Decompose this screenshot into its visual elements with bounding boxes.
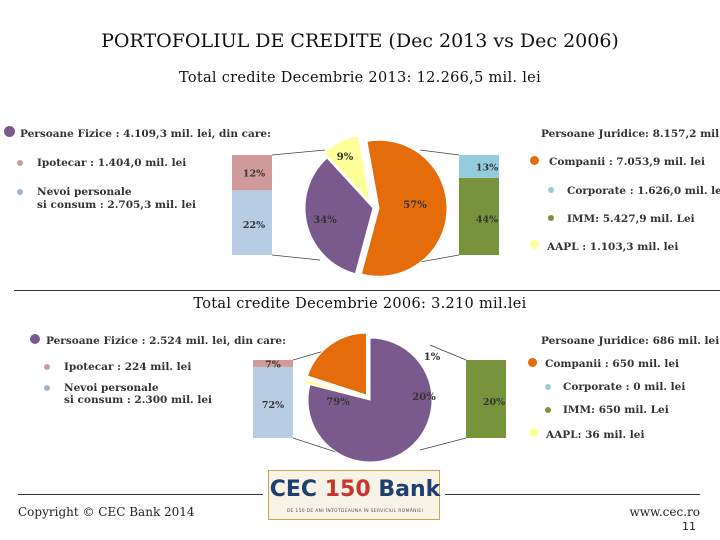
- footer-rule-left: [18, 494, 263, 495]
- right-bar-corporate-2013: [459, 155, 499, 178]
- legend-imm-2013: IMM: 5.427,9 mil. Lei: [567, 213, 695, 225]
- connector-line-2013-1: [271, 254, 321, 261]
- pie-label-persoane-fizice-2006: 79%: [326, 397, 350, 408]
- legend-companii-2013: Companii : 7.053,9 mil. lei: [549, 156, 705, 168]
- pie-slice-persoane-fizice-2006: [307, 337, 433, 463]
- legend-dot-nevoi-2006: [44, 385, 50, 391]
- legend-dot-pf-2006: [30, 334, 40, 344]
- pie-slice-aapl-2006: [303, 378, 365, 399]
- legend-dot-pf-2013: [4, 126, 15, 137]
- left-bar-label-nevoi-personale-si-consum-2013: 22%: [243, 220, 265, 231]
- pie-label-companii-2006: 20%: [412, 392, 436, 403]
- right-bar-imm-2006: [466, 360, 506, 438]
- legend-pf-header-2006: Persoane Fizice : 2.524 mil. lei, din ca…: [46, 335, 286, 347]
- page-title: PORTOFOLIUL DE CREDITE (Dec 2013 vs Dec …: [101, 30, 619, 52]
- footer-rule-right: [445, 494, 700, 495]
- legend-companii-2006: Companii : 650 mil. lei: [545, 358, 680, 370]
- legend-dot-corporate-2013: [548, 187, 554, 193]
- legend-nevoi-line2-2013: si consum : 2.705,3 mil. lei: [37, 199, 196, 211]
- left-bar-ipotecar-2013: [232, 155, 272, 191]
- cec-bank-logo: CEC 150 Bank DE 150 DE ANI ÎNTOTDEAUNA Î…: [268, 470, 440, 520]
- pie-slice-aapl-2013: [323, 135, 372, 205]
- legend-dot-aapl-2006: [529, 428, 538, 437]
- connector-line-2006-2: [429, 344, 467, 361]
- legend-ipotecar-2013: Ipotecar : 1.404,0 mil. lei: [37, 157, 187, 169]
- connector-line-2013-3: [419, 254, 460, 263]
- chart-2006-title: Total credite Decembrie 2006: 3.210 mil.…: [193, 296, 527, 312]
- right-bar-imm-2013: [459, 177, 499, 255]
- legend-nevoi-line2-2006: si consum : 2.300 mil. lei: [64, 394, 213, 406]
- pie-slice-persoane-fizice-2013: [304, 157, 374, 275]
- legend-aapl-2013: AAPL : 1.103,3 mil. lei: [547, 241, 679, 253]
- copyright: Copyright © CEC Bank 2014: [18, 505, 195, 519]
- legend-dot-corporate-2006: [545, 384, 551, 390]
- pie-label-aapl-2013: 9%: [337, 152, 354, 163]
- pie-label-companii-2013: 57%: [403, 200, 427, 211]
- logo-tagline: DE 150 DE ANI ÎNTOTDEAUNA ÎN SERVICIUL R…: [286, 509, 424, 514]
- legend-dot-ipotecar-2013: [17, 160, 23, 166]
- legend-corporate-2013: Corporate : 1.626,0 mil. lei: [567, 185, 720, 197]
- legend-ipotecar-2006: Ipotecar : 224 mil. lei: [64, 361, 192, 373]
- left-bar-nevoi-personale-si-consum-2006: [253, 366, 293, 438]
- legend-dot-companii-2013: [530, 156, 539, 165]
- legend-dot-companii-2006: [528, 358, 537, 367]
- left-bar-nevoi-personale-si-consum-2013: [232, 190, 272, 255]
- connector-line-2006-3: [419, 437, 467, 451]
- logo-text-150: 150: [324, 477, 371, 502]
- left-bar-label-nevoi-personale-si-consum-2006: 72%: [262, 400, 284, 411]
- legend-nevoi-line1-2013: Nevoi personale: [37, 186, 132, 198]
- legend-dot-imm-2006: [545, 407, 551, 413]
- legend-aapl-2006: AAPL: 36 mil. lei: [546, 429, 645, 441]
- legend-dot-nevoi-2013: [17, 189, 23, 195]
- left-bar-label-ipotecar-2013: 12%: [243, 169, 265, 180]
- legend-pj-header-2006: Persoane Juridice: 686 mil. lei: [541, 335, 720, 347]
- chart-2013-title: Total credite Decembrie 2013: 12.266,5 m…: [178, 70, 542, 86]
- left-bar-ipotecar-2006: [253, 360, 293, 367]
- legend-pf-header-2013: Persoane Fizice : 4.109,3 mil. lei, din …: [20, 128, 271, 140]
- legend-dot-aapl-2013: [530, 240, 539, 249]
- left-bar-label-ipotecar-2006: 7%: [265, 359, 281, 370]
- chart-group-2013: 34% 9% 57% 22% 12% 44% 13%: [232, 135, 499, 277]
- logo-text-bank: Bank: [378, 477, 441, 502]
- chart-group-2006: 79% 1% 20% 72% 7% 20%: [253, 332, 506, 463]
- pie-slice-companii-2013: [360, 139, 448, 277]
- legend-dot-imm-2013: [548, 215, 554, 221]
- section-divider: [14, 290, 720, 291]
- legend-nevoi-line1-2006: Nevoi personale: [64, 382, 159, 394]
- right-bar-label-imm-2006: 20%: [483, 397, 505, 408]
- pie-label-aapl-2006: 1%: [424, 352, 441, 363]
- connector-line-2013-0: [271, 149, 326, 156]
- legend-imm-2006: IMM: 650 mil. Lei: [563, 404, 669, 416]
- legend-pj-header-2013: Persoane Juridice: 8.157,2 mil. lei: [541, 128, 720, 140]
- right-bar-label-imm-2013: 44%: [476, 215, 498, 226]
- logo-text-cec: CEC: [269, 477, 318, 502]
- pie-slice-companii-2006: [306, 332, 367, 396]
- website-link[interactable]: www.cec.ro: [629, 505, 700, 519]
- pie-label-persoane-fizice-2013: 34%: [313, 215, 337, 226]
- right-bar-label-corporate-2013: 13%: [476, 162, 498, 173]
- legend-corporate-2006: Corporate : 0 mil. lei: [563, 381, 686, 393]
- connector-line-2013-2: [419, 149, 460, 156]
- page-number: 11: [682, 520, 696, 533]
- legend-dot-ipotecar-2006: [44, 364, 50, 370]
